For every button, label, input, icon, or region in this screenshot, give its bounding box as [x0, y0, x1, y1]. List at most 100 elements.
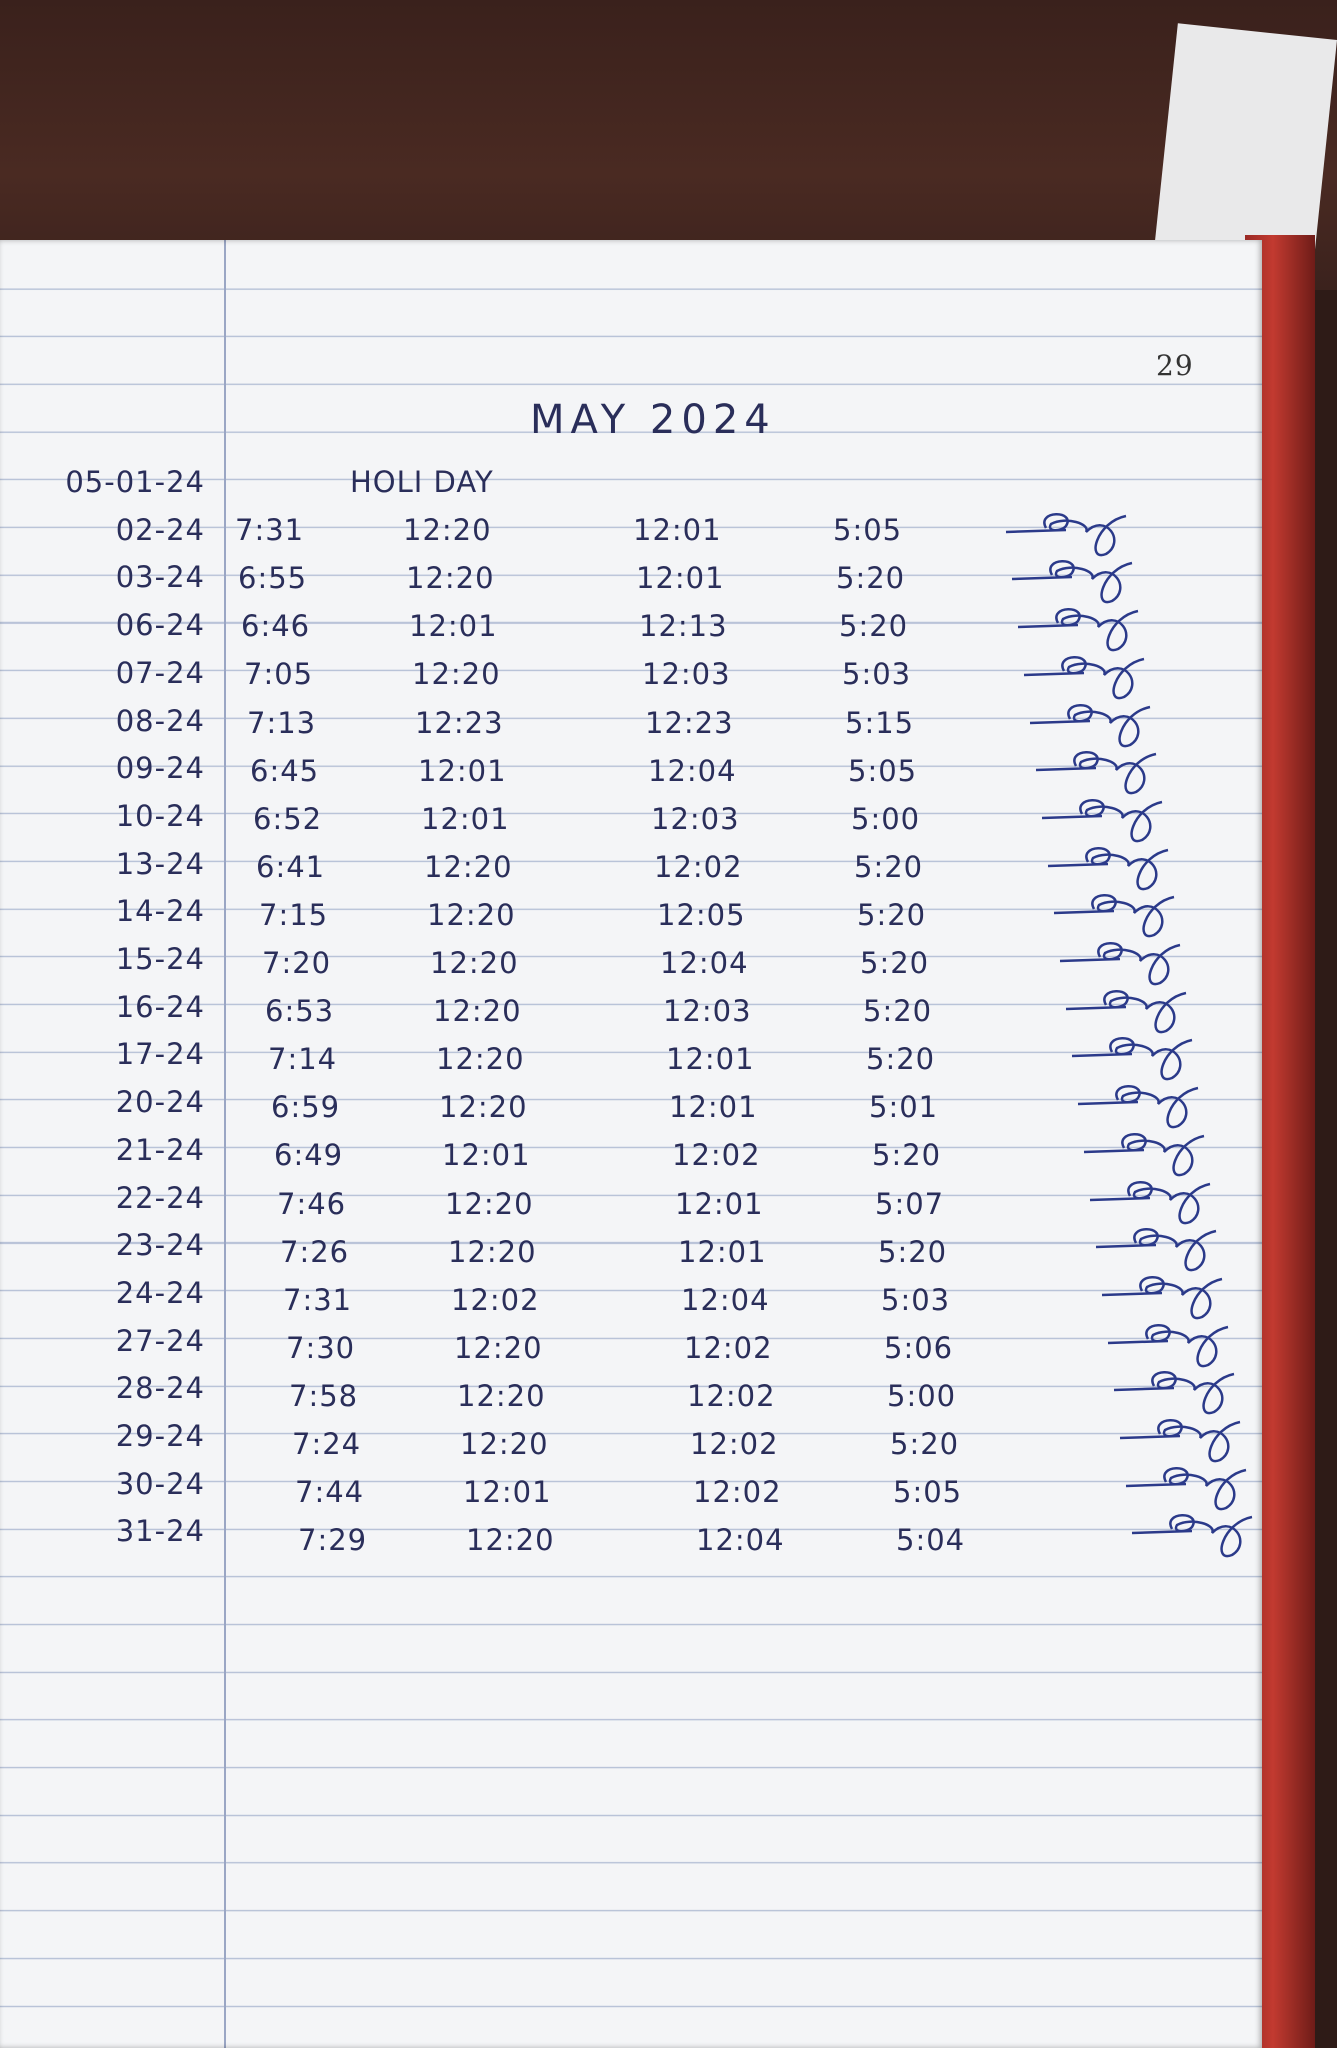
signature [1011, 560, 1133, 604]
signature-stroke [1083, 1132, 1205, 1177]
time-cell: 12:01 [678, 1234, 767, 1269]
time-cell: 12:20 [466, 1523, 555, 1558]
time-cell: 12:02 [451, 1282, 540, 1317]
signature [1029, 703, 1151, 747]
time-cell: 12:01 [669, 1090, 758, 1125]
time-cell: 12:20 [412, 657, 501, 692]
signature-stroke [1077, 1085, 1199, 1129]
date-cell: 06-24 [115, 608, 205, 643]
signature-stroke [1059, 942, 1181, 986]
date-cell: 31-24 [115, 1514, 205, 1549]
time-cell: 5:20 [839, 609, 909, 644]
time-cell: 12:03 [651, 801, 740, 836]
time-cell: 7:31 [235, 513, 305, 548]
date-cell: 22-24 [115, 1180, 205, 1215]
time-cell: 5:07 [875, 1186, 945, 1221]
time-cell: 5:05 [848, 753, 918, 788]
time-cell: 12:23 [415, 705, 504, 740]
time-cell: 7:26 [280, 1234, 350, 1269]
time-cell: 12:20 [436, 1042, 525, 1077]
date-cell: 23-24 [115, 1228, 205, 1263]
time-cell: 12:20 [430, 946, 519, 980]
signature-stroke [1053, 894, 1175, 938]
time-cell: 12:20 [454, 1330, 543, 1365]
time-cell: 7:13 [247, 705, 317, 740]
signature [1035, 751, 1157, 795]
time-cell: 5:20 [872, 1138, 942, 1173]
signature [1113, 1371, 1235, 1415]
date-cell: 09-24 [115, 751, 205, 786]
time-cell: 12:20 [427, 897, 516, 932]
time-cell: 12:02 [654, 849, 743, 884]
time-cell: 6:53 [265, 994, 335, 1029]
time-cell: 5:03 [842, 657, 912, 692]
time-cell: 5:20 [878, 1234, 948, 1269]
date-cell: 08-24 [115, 703, 205, 738]
signature [1083, 1132, 1205, 1177]
signature-stroke [1113, 1371, 1235, 1415]
time-cell: 12:20 [439, 1090, 528, 1125]
time-cell: 5:15 [845, 705, 915, 740]
time-cell: 12:01 [636, 561, 725, 596]
signature [1017, 608, 1139, 652]
time-cell: 6:59 [271, 1090, 341, 1125]
signature-stroke [1107, 1323, 1229, 1367]
time-cell: 12:20 [403, 513, 492, 548]
time-cell: 12:20 [445, 1186, 534, 1221]
time-cell: 12:04 [696, 1523, 785, 1558]
signature [1119, 1419, 1241, 1463]
time-cell: 5:20 [836, 561, 906, 596]
signature-stroke [1023, 655, 1145, 700]
time-cell: 12:04 [648, 753, 737, 788]
time-cell: 5:05 [833, 513, 903, 548]
signature [1071, 1037, 1193, 1081]
time-cell: 7:58 [289, 1378, 359, 1413]
time-cell: 12:03 [642, 657, 731, 692]
time-cell: 5:20 [854, 849, 924, 884]
time-cell: 12:01 [418, 753, 507, 788]
time-cell: 5:20 [860, 946, 930, 980]
signature-stroke [1131, 1514, 1253, 1558]
date-cell: 24-24 [115, 1275, 205, 1310]
note-cell: HOLI DAY [350, 465, 494, 499]
date-cell: 03-24 [115, 560, 205, 595]
signature [1089, 1180, 1211, 1224]
time-cell: 12:02 [684, 1330, 773, 1365]
signature-stroke [1041, 798, 1163, 843]
signature-stroke [1089, 1180, 1211, 1224]
signature [1059, 942, 1181, 986]
signature [1077, 1085, 1199, 1129]
time-cell: 7:29 [298, 1523, 368, 1558]
signature [1125, 1466, 1247, 1510]
date-cell: 21-24 [115, 1132, 205, 1167]
time-cell: 7:15 [259, 897, 329, 932]
time-cell: 5:20 [866, 1042, 936, 1077]
date-cell: 27-24 [115, 1323, 205, 1358]
time-cell: 5:20 [890, 1427, 960, 1461]
signature-stroke [1011, 560, 1133, 604]
time-cell: 6:45 [250, 753, 320, 788]
signature-stroke [1065, 989, 1187, 1033]
signature-stroke [1035, 751, 1157, 795]
signature [1065, 989, 1187, 1033]
time-cell: 7:20 [262, 946, 332, 980]
signature [1107, 1323, 1229, 1367]
time-cell: 12:01 [409, 609, 498, 644]
date-cell: 10-24 [115, 798, 205, 833]
time-cell: 6:41 [256, 849, 326, 884]
date-cell: 28-24 [115, 1371, 205, 1406]
time-cell: 12:20 [424, 849, 513, 884]
time-cell: 7:24 [292, 1427, 362, 1461]
signature [1041, 798, 1163, 843]
time-cell: 12:01 [463, 1475, 552, 1510]
signature [1023, 655, 1145, 700]
date-cell: 29-24 [115, 1419, 205, 1453]
time-cell: 12:02 [687, 1378, 776, 1413]
time-cell: 12:20 [406, 561, 495, 596]
signature-stroke [1017, 608, 1139, 652]
signature-stroke [1101, 1275, 1223, 1320]
date-cell: 02-24 [115, 512, 205, 547]
time-cell: 12:20 [460, 1427, 549, 1461]
time-cell: 7:05 [244, 657, 314, 692]
